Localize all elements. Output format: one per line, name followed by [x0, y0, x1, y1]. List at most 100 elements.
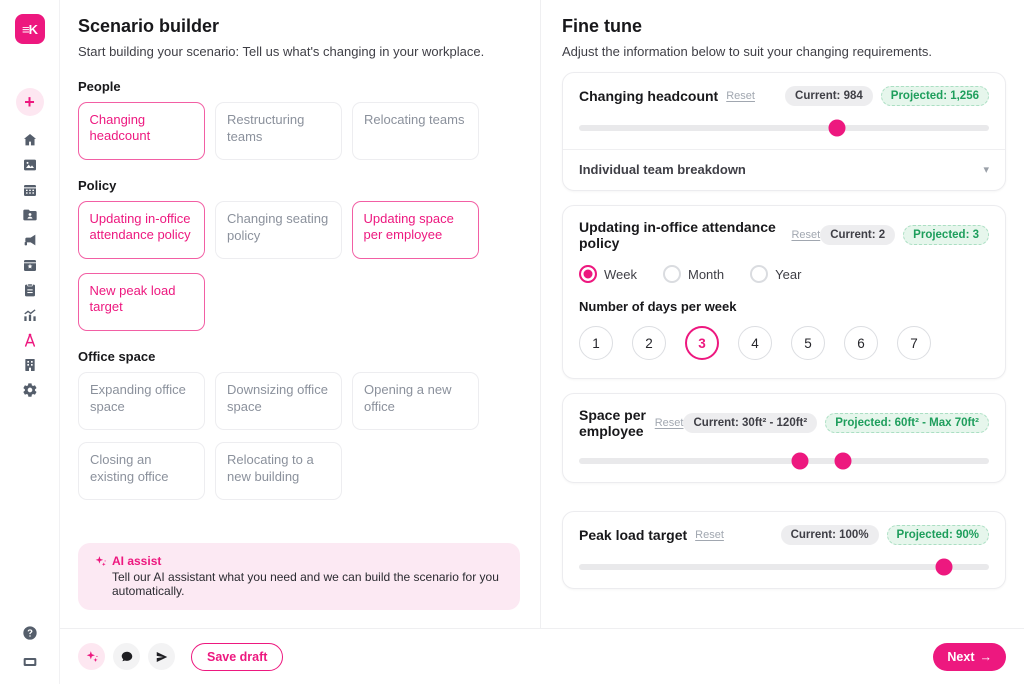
peak-card: Peak load target Reset Current: 100% Pro… [562, 511, 1006, 589]
headcount-slider-thumb[interactable] [828, 119, 846, 137]
team-breakdown-expander[interactable]: Individual team breakdown ▾ [563, 149, 1005, 190]
option-card-downsizing-office[interactable]: Downsizing office space [215, 372, 342, 430]
peak-projected-badge: Projected: 90% [886, 525, 989, 545]
paper-plane-icon [156, 651, 167, 662]
megaphone-icon[interactable] [19, 231, 41, 248]
attendance-title: Updating in-office attendance policy [579, 219, 776, 251]
peak-title: Peak load target [579, 527, 688, 543]
space-title: Space per employee [579, 407, 646, 439]
sparkle-icon [86, 650, 98, 662]
peak-slider-track[interactable] [579, 558, 989, 576]
radio-dot [579, 265, 597, 283]
policy-card-grid: Updating in-office attendance policy Cha… [78, 201, 520, 331]
option-card-changing-headcount[interactable]: Changing headcount [78, 102, 205, 160]
option-card-opening-office[interactable]: Opening a new office [352, 372, 479, 430]
home-icon[interactable] [19, 131, 41, 148]
calendar-icon[interactable] [19, 181, 41, 198]
space-range-track[interactable] [579, 452, 989, 470]
office-card-grid: Expanding office space Downsizing office… [78, 372, 520, 500]
day-chip-1[interactable]: 1 [579, 326, 613, 360]
display-icon[interactable] [19, 653, 41, 670]
fine-tune-subtitle: Adjust the information below to suit you… [562, 44, 932, 59]
radio-year-label: Year [775, 266, 802, 282]
headcount-slider-track[interactable] [579, 119, 989, 137]
option-card-peak-load-target[interactable]: New peak load target [78, 273, 205, 331]
ai-assist-banner[interactable]: AI assist Tell our AI assistant what you… [78, 543, 520, 610]
option-card-attendance-policy[interactable]: Updating in-office attendance policy [78, 201, 205, 259]
building-icon[interactable] [19, 356, 41, 373]
folder-user-icon[interactable] [19, 206, 41, 223]
ai-assist-text: Tell our AI assistant what you need and … [112, 570, 499, 598]
calendar-star-icon[interactable] [19, 256, 41, 273]
people-card-grid: Changing headcount Restructuring teams R… [78, 102, 520, 160]
main-area: Scenario builder Start building your sce… [60, 0, 1024, 684]
option-card-restructuring-teams[interactable]: Restructuring teams [215, 102, 342, 160]
brand-logo[interactable]: ≡K [14, 14, 45, 44]
day-selector: 1 2 3 4 5 6 7 [579, 326, 989, 360]
attendance-current-badge: Current: 2 [820, 225, 896, 245]
radio-week-label: Week [604, 266, 637, 282]
period-radio-group: Week Month Year [579, 265, 989, 283]
space-card: Space per employee Reset Current: 30ft² … [562, 393, 1006, 483]
option-card-relocating-teams[interactable]: Relocating teams [352, 102, 479, 160]
scenario-compass-icon[interactable] [19, 331, 41, 348]
option-card-space-per-employee[interactable]: Updating space per employee [352, 201, 479, 259]
day-chip-4[interactable]: 4 [738, 326, 772, 360]
day-chip-3[interactable]: 3 [685, 326, 719, 360]
scenario-builder-panel: Scenario builder Start building your sce… [60, 0, 541, 628]
peak-slider-thumb[interactable] [935, 558, 953, 576]
radio-month-label: Month [688, 266, 725, 282]
option-card-relocating-building[interactable]: Relocating to a new building [215, 442, 342, 500]
day-chip-7[interactable]: 7 [897, 326, 931, 360]
next-button-label: Next [947, 649, 975, 664]
day-chip-2[interactable]: 2 [632, 326, 666, 360]
option-card-expanding-office[interactable]: Expanding office space [78, 372, 205, 430]
headcount-current-badge: Current: 984 [785, 86, 873, 106]
sidebar-nav [19, 131, 41, 398]
gallery-icon[interactable] [19, 156, 41, 173]
space-range-thumb-low[interactable] [791, 452, 809, 470]
page-subtitle: Start building your scenario: Tell us wh… [78, 44, 485, 59]
space-projected-badge: Projected: 60ft² - Max 70ft² [825, 413, 989, 433]
space-range-thumb-high[interactable] [834, 452, 852, 470]
space-reset-link[interactable]: Reset [654, 417, 684, 429]
day-chip-6[interactable]: 6 [844, 326, 878, 360]
option-card-seating-policy[interactable]: Changing seating policy [215, 201, 342, 259]
sparkle-icon [95, 555, 106, 566]
ai-assist-title-row: AI assist [94, 554, 504, 568]
headcount-reset-link[interactable]: Reset [726, 90, 755, 102]
help-icon[interactable] [19, 624, 41, 641]
add-icon[interactable]: + [15, 88, 44, 116]
next-button[interactable]: Next → [933, 642, 1006, 671]
day-chip-5[interactable]: 5 [791, 326, 825, 360]
comment-button[interactable] [113, 643, 140, 670]
headcount-title: Changing headcount [579, 88, 719, 104]
radio-month[interactable]: Month [663, 265, 724, 283]
radio-dot [663, 265, 681, 283]
peak-reset-link[interactable]: Reset [695, 529, 724, 541]
section-label-policy: Policy [78, 178, 117, 193]
radio-year[interactable]: Year [750, 265, 801, 283]
clipboard-icon[interactable] [19, 281, 41, 298]
fine-tune-panel: Fine tune Adjust the information below t… [541, 0, 1024, 628]
ai-assist-title: AI assist [112, 554, 162, 568]
attendance-projected-badge: Projected: 3 [903, 225, 989, 245]
fine-tune-title: Fine tune [562, 16, 642, 36]
page-title: Scenario builder [78, 16, 220, 36]
radio-week[interactable]: Week [579, 265, 637, 283]
gear-icon[interactable] [19, 381, 41, 398]
bottom-toolbar: Save draft Next → [60, 628, 1024, 684]
chevron-down-icon: ▾ [983, 164, 989, 176]
attendance-reset-link[interactable]: Reset [791, 229, 821, 241]
peak-current-badge: Current: 100% [780, 525, 879, 545]
radio-dot [750, 265, 769, 283]
option-card-closing-office[interactable]: Closing an existing office [78, 442, 205, 500]
send-button[interactable] [148, 643, 175, 670]
analytics-icon[interactable] [19, 306, 41, 323]
headcount-card: Changing headcount Reset Current: 984 Pr… [562, 72, 1006, 191]
save-draft-button[interactable]: Save draft [191, 642, 284, 671]
headcount-projected-badge: Projected: 1,256 [880, 86, 989, 106]
ai-sparkle-button[interactable] [78, 643, 105, 670]
space-current-badge: Current: 30ft² - 120ft² [683, 413, 818, 433]
